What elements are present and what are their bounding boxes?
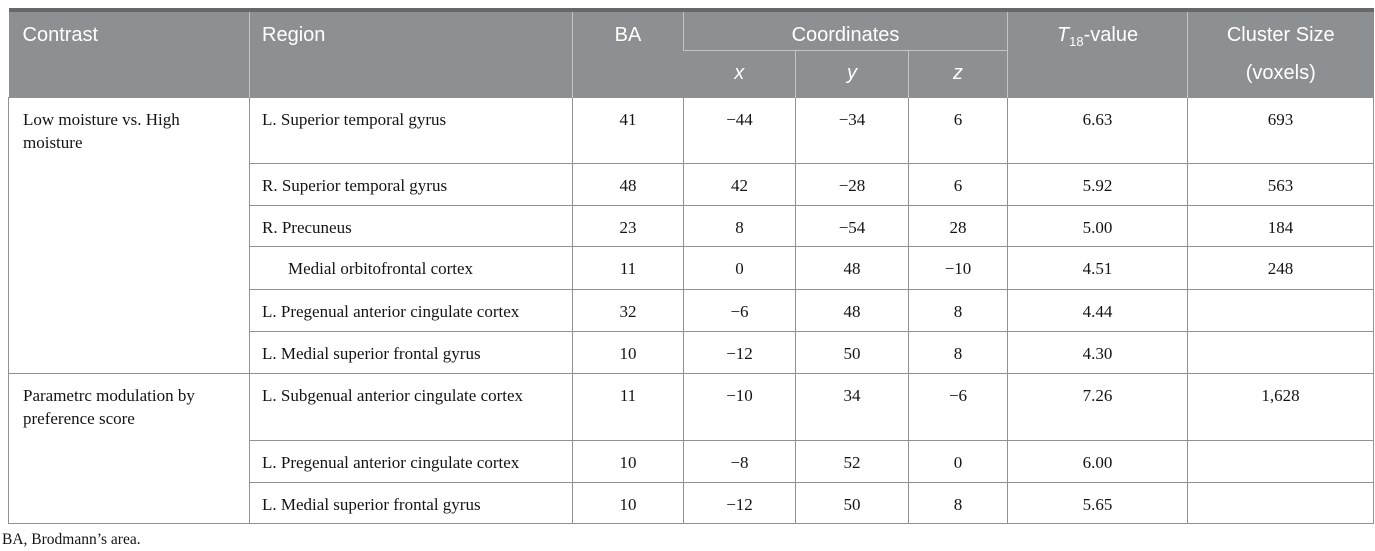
coord-y-cell: 48	[795, 245, 909, 290]
coord-x-cell: −12	[683, 330, 796, 374]
cluster-size-cell	[1187, 288, 1374, 332]
results-table: Contrast Region BA Coordinates T18-value…	[8, 8, 1374, 524]
cluster-size-cell	[1187, 439, 1374, 483]
cluster-size-cell: 1,628	[1187, 372, 1374, 441]
coord-x-cell: −10	[683, 372, 796, 441]
cluster-size-line1: Cluster Size	[1226, 24, 1335, 46]
t-value-cell: 4.51	[1007, 245, 1188, 290]
region-cell: R. Superior temporal gyrus	[249, 162, 573, 206]
t-value-cell: 5.00	[1007, 204, 1188, 247]
region-cell: L. Pregenual anterior cingulate cortex	[249, 288, 573, 332]
coord-y-cell: −28	[795, 162, 909, 206]
coord-y-cell: 52	[795, 439, 909, 483]
cluster-size-cell: 563	[1187, 162, 1374, 206]
cluster-size-line2: (voxels)	[1245, 62, 1316, 84]
region-cell: R. Precuneus	[249, 204, 573, 247]
ba-cell: 11	[572, 245, 684, 290]
header-cluster-size: Cluster Size (voxels)	[1187, 8, 1374, 97]
t-value-cell: 5.65	[1007, 481, 1188, 524]
table-row: L. Pregenual anterior cingulate cortex 32…	[9, 288, 1374, 332]
coord-x-cell: 42	[683, 162, 796, 206]
coord-x-cell: −6	[683, 288, 796, 332]
ba-cell: 48	[572, 162, 684, 206]
table-row: Low moisture vs. High moisture L. Superio…	[8, 96, 1374, 374]
coord-y-cell: 34	[795, 372, 909, 441]
coord-y-cell: 50	[795, 481, 909, 524]
coord-y-cell: 50	[795, 330, 909, 374]
t-value-cell: 5.92	[1007, 162, 1188, 206]
cluster-size-cell: 693	[1187, 96, 1374, 164]
contrast-cell: Low moisture vs. High moisture	[8, 96, 250, 374]
header-coord-x: x	[683, 50, 796, 97]
t-value-subscript: 18	[1069, 34, 1084, 49]
ba-cell: 10	[572, 439, 684, 483]
cluster-size-cell: 184	[1187, 204, 1374, 247]
ba-cell: 10	[572, 330, 684, 374]
coord-z-cell: 8	[908, 330, 1008, 374]
coord-z-cell: 0	[908, 439, 1008, 483]
header-region: Region	[249, 8, 573, 97]
coord-z-cell: 28	[908, 204, 1008, 247]
table-row: R. Superior temporal gyrus 48 42 −28 6 5.92 56…	[9, 162, 1374, 206]
ba-cell: 41	[572, 96, 684, 164]
t-value-cell: 4.30	[1007, 330, 1188, 374]
header-t-value: T18-value	[1007, 8, 1188, 97]
t-value-cell: 4.44	[1007, 288, 1188, 332]
t-value-cell: 7.26	[1007, 372, 1188, 441]
region-cell: L. Medial superior frontal gyrus	[249, 481, 573, 524]
coord-z-cell: 6	[908, 96, 1008, 164]
table-header: Contrast Region BA Coordinates T18-value…	[8, 8, 1374, 97]
cluster-size-cell	[1187, 481, 1374, 524]
table-row: L. Medial superior frontal gyrus 10 −12 50 8…	[9, 481, 1374, 524]
region-cell: L. Pregenual anterior cingulate cortex	[249, 439, 573, 483]
region-cell: L. Medial superior frontal gyrus	[249, 330, 573, 374]
header-contrast: Contrast	[8, 8, 250, 97]
ba-cell: 10	[572, 481, 684, 524]
t-value-suffix: -value	[1083, 24, 1139, 46]
table-row: Parametrc modulation by preference score…	[8, 372, 1374, 524]
ba-cell: 23	[572, 204, 684, 247]
region-cell: Medial orbitofrontal cortex	[249, 245, 573, 290]
coord-x-cell: −8	[683, 439, 796, 483]
coord-y-cell: −54	[795, 204, 909, 247]
cluster-size-cell: 248	[1187, 245, 1374, 290]
header-coord-y: y	[795, 50, 909, 97]
cluster-size-cell	[1187, 330, 1374, 374]
results-body: Low moisture vs. High moisture L. Superio…	[8, 96, 1374, 524]
coord-x-cell: 0	[683, 245, 796, 290]
ba-cell: 11	[572, 372, 684, 441]
region-cell: L. Superior temporal gyrus	[249, 96, 573, 164]
header-coord-z: z	[908, 50, 1008, 97]
t-value-symbol: T	[1056, 24, 1070, 46]
table-footnote: BA, Brodmann’s area.	[2, 530, 141, 548]
coord-z-cell: 8	[908, 288, 1008, 332]
coord-x-cell: −12	[683, 481, 796, 524]
coord-z-cell: −10	[908, 245, 1008, 290]
coord-z-cell: 8	[908, 481, 1008, 524]
t-value-cell: 6.63	[1007, 96, 1188, 164]
coord-z-cell: 6	[908, 162, 1008, 206]
region-cell: L. Subgenual anterior cingulate cortex	[249, 372, 573, 441]
ba-cell: 32	[572, 288, 684, 332]
table-row: L. Medial superior frontal gyrus 10 −12 50 8…	[9, 330, 1374, 374]
header-coordinates: Coordinates	[683, 8, 1008, 51]
coord-y-cell: −34	[795, 96, 909, 164]
t-value-cell: 6.00	[1007, 439, 1188, 483]
header-ba: BA	[572, 8, 684, 97]
contrast-cell: Parametrc modulation by preference score	[8, 372, 250, 524]
coord-x-cell: −44	[683, 96, 796, 164]
coord-y-cell: 48	[795, 288, 909, 332]
coord-x-cell: 8	[683, 204, 796, 247]
table-row: Medial orbitofrontal cortex 11 0 48 −10 4.51 2…	[9, 245, 1374, 290]
coord-z-cell: −6	[908, 372, 1008, 441]
